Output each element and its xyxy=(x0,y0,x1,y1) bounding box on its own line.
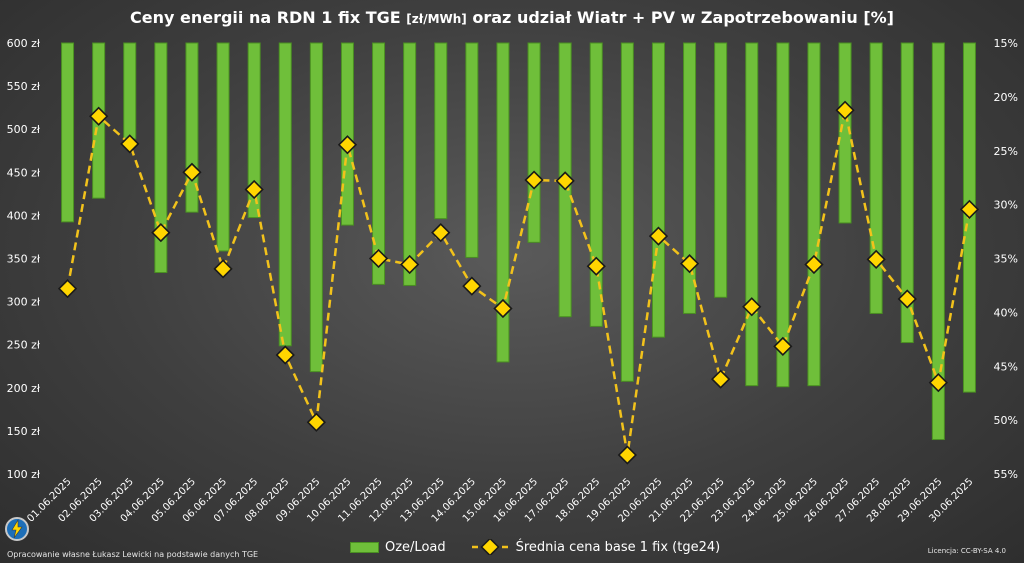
price-marker xyxy=(773,336,793,357)
price-marker xyxy=(928,373,948,393)
bar-oze-load xyxy=(931,42,945,441)
y-left-tick-label: 500 zł xyxy=(7,123,41,136)
y-left-tick-label: 200 zł xyxy=(7,382,41,395)
bar-oze-load xyxy=(496,42,510,363)
y-left-tick-label: 150 zł xyxy=(7,425,41,438)
y-right-tick-label: 45% xyxy=(994,360,1018,373)
price-marker xyxy=(400,254,420,275)
legend-label-line: Średnia cena base 1 fix (tge24) xyxy=(515,539,721,555)
y-left-tick-label: 300 zł xyxy=(7,296,41,309)
price-marker xyxy=(89,106,109,126)
y-left-tick-label: 450 zł xyxy=(7,166,41,179)
price-marker xyxy=(524,170,544,190)
bar-oze-load xyxy=(154,42,168,274)
price-marker xyxy=(244,179,264,200)
bar-oze-load xyxy=(61,42,75,223)
price-marker xyxy=(493,298,513,319)
price-marker xyxy=(648,226,669,246)
bar-oze-load xyxy=(372,42,386,285)
bar-oze-load xyxy=(900,42,914,344)
y-left-tick-label: 250 zł xyxy=(7,339,41,352)
price-marker xyxy=(804,254,824,275)
chart-title-rest: oraz udział Wiatr + PV w Zapotrzebowaniu… xyxy=(472,8,894,27)
price-marker xyxy=(555,171,575,191)
legend-label-bars: Oze/Load xyxy=(385,539,446,555)
bar-oze-load xyxy=(589,42,603,327)
bar-oze-load xyxy=(434,42,448,220)
price-marker xyxy=(306,412,326,432)
price-marker xyxy=(182,162,202,182)
y-left-tick-label: 550 zł xyxy=(7,80,41,93)
y-left-tick-label: 350 zł xyxy=(7,253,41,266)
credit-text: Opracowanie własne Łukasz Lewicki na pod… xyxy=(7,550,259,559)
bar-oze-load xyxy=(651,42,665,338)
price-marker xyxy=(679,254,700,274)
y-right-tick-label: 15% xyxy=(994,37,1018,50)
price-marker xyxy=(586,256,606,276)
price-marker xyxy=(120,134,140,154)
bar-oze-load xyxy=(683,42,697,314)
y-left-tick-label: 100 zł xyxy=(7,468,41,481)
bar-oze-load xyxy=(278,42,292,347)
bar-oze-load xyxy=(807,42,821,387)
y-left-tick-label: 400 zł xyxy=(7,209,41,222)
license-text: Licencja: CC-BY-SA 4.0 xyxy=(927,547,1006,555)
price-marker xyxy=(337,135,358,155)
chart-title: Ceny energii na RDN 1 fix TGE [zł/MWh] o… xyxy=(0,8,1024,27)
bar-oze-load xyxy=(403,42,417,286)
y-right-tick-label: 25% xyxy=(994,145,1018,158)
chart-legend: Oze/Load Średnia cena base 1 fix (tge24) xyxy=(350,539,720,555)
bar-oze-load xyxy=(216,42,230,252)
lightning-logo-icon xyxy=(5,517,29,541)
price-marker xyxy=(742,297,762,317)
bar-oze-load xyxy=(465,42,479,258)
y-right-tick-label: 20% xyxy=(994,91,1018,104)
price-marker xyxy=(57,279,78,299)
price-marker xyxy=(959,199,980,219)
y-right-tick-label: 55% xyxy=(994,468,1018,481)
y-right-tick-label: 50% xyxy=(994,414,1018,427)
chart-title-main: Ceny energii na RDN 1 fix TGE xyxy=(129,8,401,27)
bar-oze-load xyxy=(776,42,790,388)
price-line xyxy=(66,109,971,456)
chart-title-unit: [zł/MWh] xyxy=(406,12,467,26)
bar-oze-load xyxy=(123,42,137,140)
price-marker xyxy=(897,289,917,309)
y-left-tick-label: 600 zł xyxy=(7,37,41,50)
price-marker xyxy=(835,100,855,120)
legend-swatch-line xyxy=(471,539,508,555)
price-marker xyxy=(368,248,389,269)
price-marker xyxy=(462,276,482,296)
bar-oze-load xyxy=(527,42,541,243)
bar-oze-load xyxy=(714,42,728,298)
price-marker xyxy=(711,369,731,389)
bar-oze-load xyxy=(247,42,261,219)
price-marker xyxy=(431,223,451,243)
price-marker xyxy=(866,249,886,269)
price-marker xyxy=(617,445,637,465)
price-marker xyxy=(275,345,295,365)
y-right-tick-label: 30% xyxy=(994,199,1018,212)
y-right-tick-label: 35% xyxy=(994,253,1018,266)
price-marker xyxy=(213,259,233,279)
y-right-tick-label: 40% xyxy=(994,306,1018,319)
price-marker xyxy=(151,223,171,243)
bar-oze-load xyxy=(745,42,759,387)
legend-swatch-bar xyxy=(350,541,379,553)
bar-oze-load xyxy=(309,42,323,373)
bar-oze-load xyxy=(869,42,883,314)
bar-oze-load xyxy=(340,42,354,226)
bar-oze-load xyxy=(620,42,634,382)
